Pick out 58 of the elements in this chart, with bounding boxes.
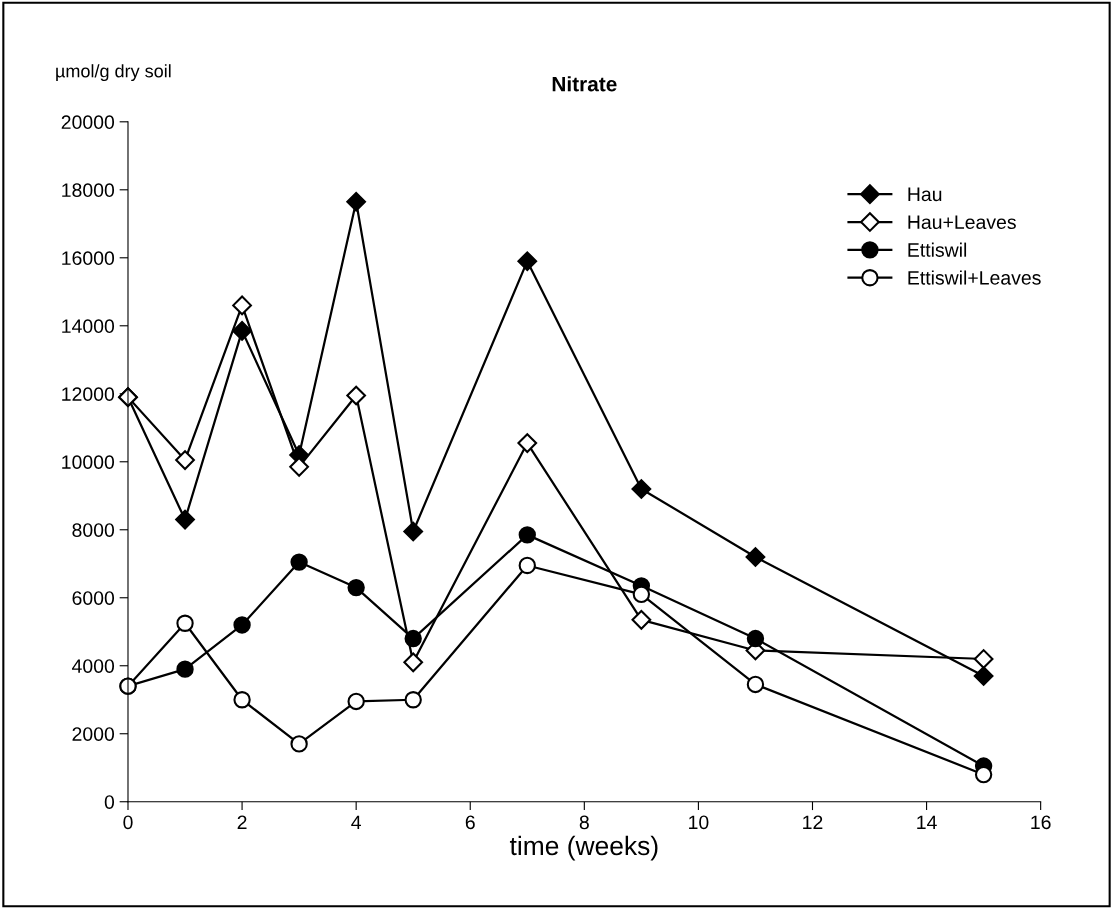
point: [745, 547, 766, 567]
point: [403, 652, 424, 673]
point: [632, 585, 651, 604]
point: [746, 675, 765, 694]
point: [289, 456, 309, 477]
y-tick-label: 8000: [72, 523, 115, 537]
legend-label: Hau: [908, 187, 942, 202]
y-tick-label: 0: [104, 795, 115, 809]
point: [746, 629, 765, 648]
y-tick-label: 6000: [72, 591, 115, 605]
point: [517, 251, 538, 272]
point: [233, 616, 251, 634]
chart-title: Nitrate: [552, 76, 617, 92]
y-tick-label: 14000: [62, 319, 115, 334]
point: [347, 578, 365, 597]
y-axis-title: µmol/g dry soil: [56, 64, 171, 82]
x-tick-label: 8: [579, 815, 589, 830]
point: [233, 691, 251, 709]
y-tick-label: 2000: [72, 727, 115, 741]
y-tick-label: 18000: [62, 183, 115, 198]
point: [290, 553, 308, 571]
y-tick-label: 20000: [61, 115, 115, 130]
point: [290, 735, 308, 753]
point: [518, 526, 536, 544]
y-tick-label: 16000: [62, 251, 115, 266]
point: [404, 691, 422, 709]
y-tick-label: 10000: [62, 455, 115, 470]
y-tick-label: 4000: [72, 659, 115, 673]
point: [347, 692, 365, 711]
point: [403, 521, 424, 542]
point: [175, 509, 195, 530]
x-tick-label: 12: [803, 815, 823, 830]
point: [404, 629, 422, 648]
x-tick-label: 6: [465, 815, 475, 830]
point: [973, 666, 994, 686]
legend-label: Ettiswil: [908, 242, 967, 257]
point: [175, 450, 195, 470]
point: [346, 385, 367, 406]
x-tick-label: 14: [917, 815, 937, 830]
x-tick-label: 0: [123, 815, 133, 830]
x-tick-label: 4: [351, 815, 361, 830]
point: [346, 191, 367, 212]
x-tick-label: 2: [237, 815, 247, 830]
x-axis-title: time (weeks): [509, 835, 658, 861]
point: [631, 609, 652, 630]
x-tick-label: 10: [689, 815, 709, 830]
point: [517, 433, 538, 453]
y-tick-label: 12000: [62, 387, 115, 402]
point: [176, 614, 194, 632]
point: [518, 556, 536, 575]
point: [176, 660, 194, 678]
point: [232, 321, 252, 341]
legend-label: Ettiswil+Leaves: [908, 270, 1041, 285]
point: [232, 295, 252, 316]
legend-label: Hau+Leaves: [908, 215, 1016, 230]
point: [973, 649, 994, 669]
x-tick-label: 16: [1031, 815, 1051, 830]
point: [631, 479, 652, 499]
